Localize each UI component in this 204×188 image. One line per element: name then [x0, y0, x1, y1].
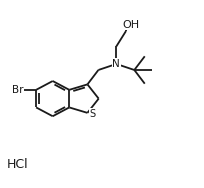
- Text: OH: OH: [122, 20, 140, 30]
- Text: N: N: [112, 59, 120, 69]
- Text: HCl: HCl: [7, 158, 28, 171]
- Text: S: S: [89, 109, 95, 119]
- Text: Br: Br: [12, 85, 24, 95]
